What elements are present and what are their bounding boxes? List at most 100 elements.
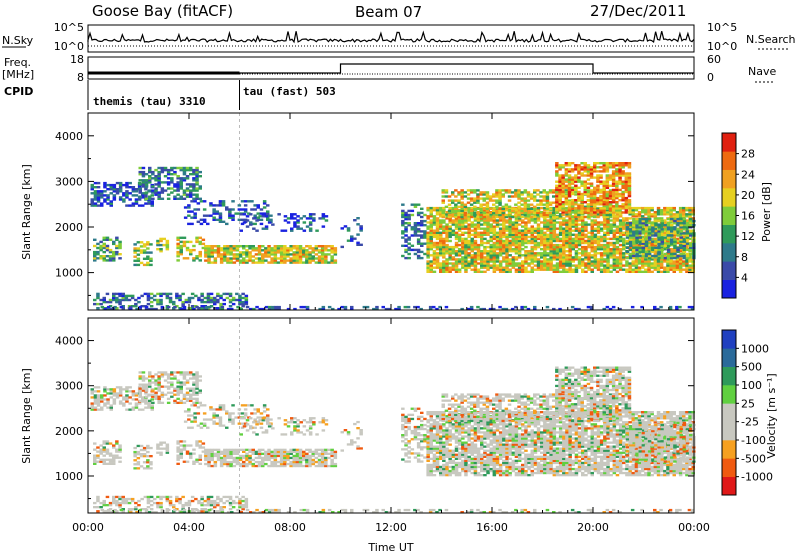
power-cell — [546, 264, 550, 267]
power-cell — [552, 233, 557, 236]
power-cell — [182, 305, 187, 309]
power-cell — [527, 215, 531, 218]
power-cell — [148, 177, 152, 180]
power-cell — [631, 264, 635, 267]
power-cell — [615, 186, 619, 189]
power-cell — [413, 222, 418, 225]
power-cell — [139, 261, 144, 265]
power-cell — [521, 264, 525, 267]
power-cell — [631, 209, 635, 212]
power-cell — [644, 242, 649, 245]
power-cell — [586, 172, 591, 175]
power-cell — [248, 251, 252, 254]
power-cell — [442, 256, 446, 259]
power-cell — [480, 260, 484, 263]
power-cell — [479, 193, 483, 196]
power-cell — [527, 258, 531, 261]
power-cell — [659, 258, 664, 261]
power-cell — [609, 264, 613, 267]
power-cell — [565, 250, 569, 253]
power-cell — [445, 229, 449, 232]
power-cell — [615, 245, 620, 249]
power-cell — [574, 180, 578, 183]
power-cell — [429, 235, 433, 239]
power-cell — [146, 243, 150, 246]
power-cell — [577, 266, 582, 269]
power-cell — [165, 239, 170, 243]
power-cell — [261, 255, 265, 258]
power-cell — [267, 245, 271, 248]
power-cell — [439, 254, 443, 257]
power-cell — [286, 221, 291, 224]
power-cell — [451, 258, 456, 261]
power-cell — [530, 227, 534, 230]
power-cell — [410, 228, 415, 231]
power-cell — [628, 217, 632, 220]
power-cell — [672, 268, 676, 271]
power-cell — [93, 198, 98, 201]
power-cell — [237, 208, 242, 211]
power-cell — [229, 261, 233, 264]
power-cell — [129, 305, 133, 309]
power-cell — [567, 162, 572, 165]
power-cell — [99, 257, 103, 260]
power-cell — [330, 251, 334, 254]
power-cell — [166, 197, 171, 200]
power-cell — [216, 307, 220, 310]
power-cell — [470, 243, 474, 247]
power-cell — [612, 245, 617, 249]
power-cell — [679, 244, 683, 247]
power-cell — [589, 203, 594, 206]
power-cell — [546, 225, 550, 228]
power-cell — [179, 253, 183, 256]
power-cell — [270, 253, 274, 256]
power-cell — [654, 224, 658, 227]
power-cell — [561, 184, 565, 187]
power-cell — [657, 230, 661, 233]
power-cell — [676, 234, 680, 237]
power-cell — [533, 211, 537, 215]
power-cell — [479, 209, 483, 213]
power-cell — [184, 300, 189, 304]
power-cell — [675, 231, 680, 234]
power-cell — [495, 241, 500, 245]
power-cell — [495, 252, 500, 255]
power-cell — [464, 254, 468, 257]
power-cell — [144, 181, 149, 184]
power-cell — [483, 229, 487, 232]
power-cell — [520, 203, 524, 206]
power-cell — [678, 260, 683, 263]
power-cell — [586, 186, 591, 189]
power-cell — [189, 189, 193, 192]
power-cell — [321, 307, 326, 311]
power-cell — [473, 266, 478, 269]
power-cell — [476, 221, 481, 224]
power-cell — [583, 188, 587, 192]
power-cell — [138, 166, 142, 170]
power-cell — [413, 226, 418, 229]
power-cell — [401, 232, 405, 235]
power-cell — [546, 268, 550, 271]
power-cell — [461, 245, 465, 249]
velocity-cell — [93, 402, 98, 405]
power-cell — [115, 253, 119, 256]
power-cell — [593, 170, 597, 173]
power-cell — [543, 217, 547, 220]
power-cell — [470, 225, 474, 228]
power-cell — [524, 221, 528, 224]
power-cell — [511, 235, 516, 239]
power-cell — [650, 237, 654, 241]
power-cell — [445, 213, 449, 216]
power-cell — [590, 256, 594, 259]
power-cell — [426, 270, 430, 273]
power-cell — [536, 252, 541, 255]
power-cell — [146, 251, 150, 254]
power-cell — [476, 243, 481, 247]
power-cell — [606, 262, 610, 265]
power-cell — [596, 241, 601, 245]
power-cell — [593, 241, 598, 245]
power-cell — [564, 194, 569, 198]
power-cell — [682, 260, 686, 263]
power-cell — [564, 203, 569, 206]
power-cell — [461, 217, 465, 220]
